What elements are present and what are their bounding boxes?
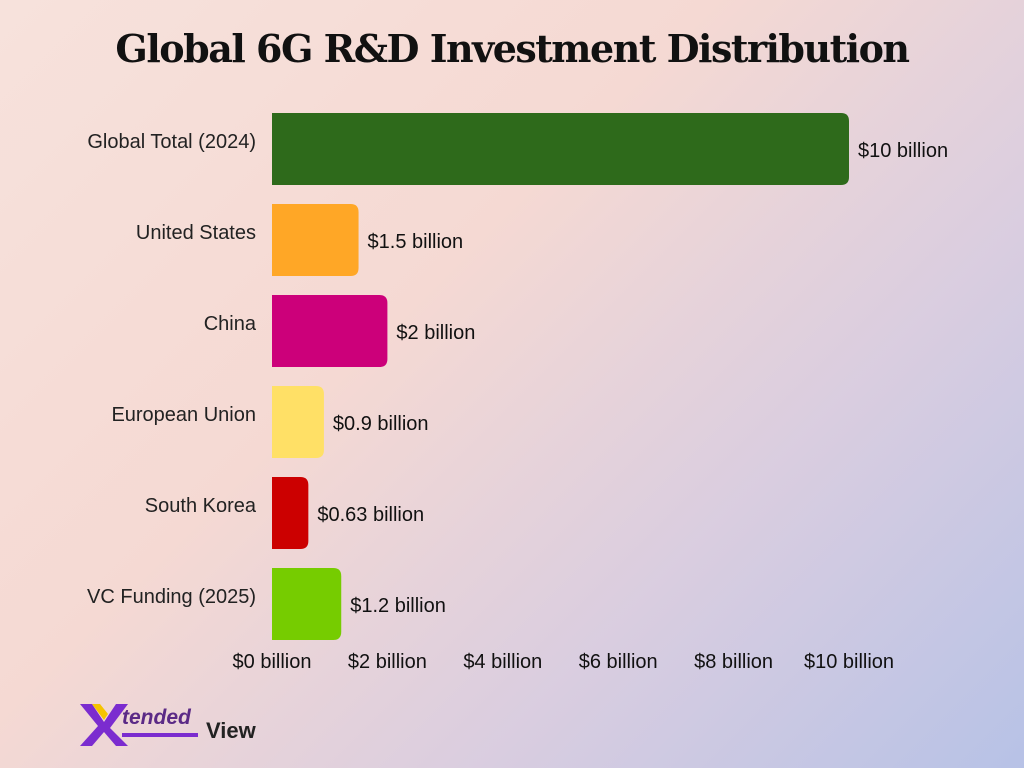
bar-5 <box>272 568 342 640</box>
value-label-0: $10 billion <box>858 140 948 162</box>
bar-4 <box>272 477 309 549</box>
x-tick-label-1: $2 billion <box>348 651 427 673</box>
category-label-2: China <box>204 313 257 335</box>
value-label-4: $0.63 billion <box>317 504 424 526</box>
bar-1 <box>272 204 359 276</box>
bar-0 <box>272 113 849 185</box>
logo-text-tended: tended <box>122 706 191 729</box>
value-label-1: $1.5 billion <box>368 231 464 253</box>
category-label-4: South Korea <box>145 495 257 517</box>
xtendedview-logo-icon <box>80 704 198 746</box>
logo-text-view: View <box>206 718 256 743</box>
category-label-1: United States <box>136 222 256 244</box>
x-tick-label-2: $4 billion <box>463 651 542 673</box>
x-tick-label-5: $10 billion <box>804 651 894 673</box>
category-label-3: European Union <box>111 404 256 426</box>
value-label-2: $2 billion <box>396 322 475 344</box>
x-tick-label-0: $0 billion <box>233 651 312 673</box>
x-tick-label-3: $6 billion <box>579 651 658 673</box>
category-label-0: Global Total (2024) <box>87 131 256 153</box>
chart-title: Global 6G R&D Investment Distribution <box>115 26 910 71</box>
value-label-5: $1.2 billion <box>350 595 446 617</box>
value-label-3: $0.9 billion <box>333 413 429 435</box>
bar-3 <box>272 386 324 458</box>
category-label-5: VC Funding (2025) <box>87 586 256 608</box>
bar-2 <box>272 295 388 367</box>
x-tick-label-4: $8 billion <box>694 651 773 673</box>
